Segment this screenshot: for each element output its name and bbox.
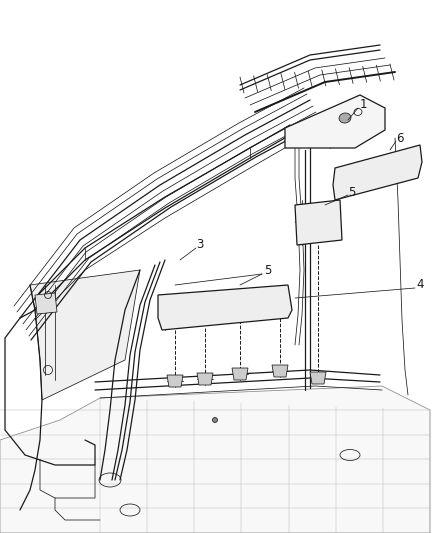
Polygon shape (285, 95, 385, 148)
Polygon shape (35, 293, 57, 314)
Polygon shape (30, 270, 140, 400)
Polygon shape (0, 386, 430, 533)
Text: 6: 6 (396, 132, 404, 144)
Polygon shape (333, 145, 422, 200)
Ellipse shape (212, 417, 218, 423)
Ellipse shape (339, 113, 351, 123)
Polygon shape (310, 372, 326, 384)
Text: 3: 3 (196, 238, 204, 252)
Polygon shape (167, 375, 183, 387)
Text: 4: 4 (416, 279, 424, 292)
Text: 5: 5 (264, 263, 272, 277)
Polygon shape (232, 368, 248, 380)
Text: 5: 5 (348, 185, 356, 198)
Text: 1: 1 (359, 99, 367, 111)
Polygon shape (295, 200, 342, 245)
Polygon shape (197, 373, 213, 385)
Polygon shape (158, 285, 292, 330)
Polygon shape (272, 365, 288, 377)
